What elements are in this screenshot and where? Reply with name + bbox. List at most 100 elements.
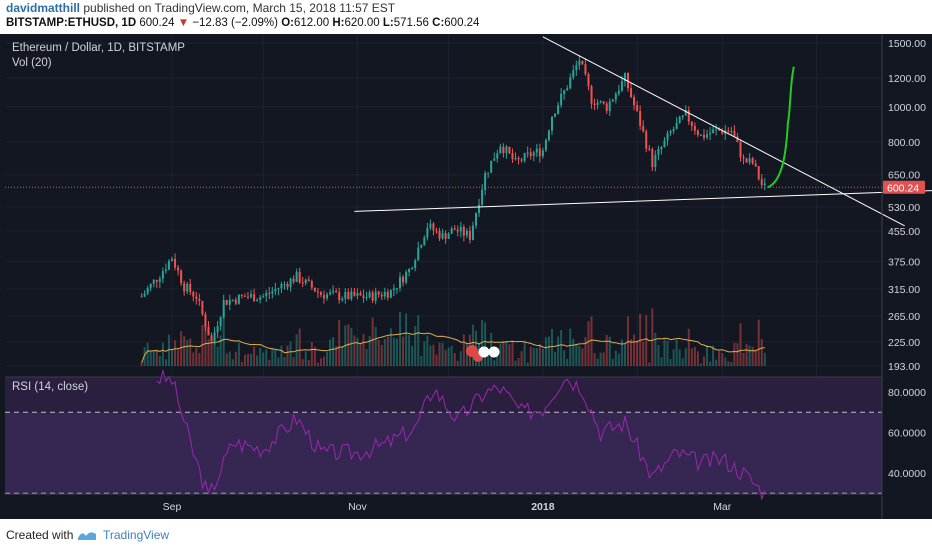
volume-bar (620, 339, 623, 366)
earnings-badge-icon[interactable] (488, 346, 500, 358)
candle-body (481, 189, 484, 205)
close-key: C: (432, 17, 445, 29)
volume-bar (405, 313, 408, 366)
volume-bar (301, 359, 304, 366)
candle-body (614, 93, 617, 100)
volume-bar (456, 360, 459, 366)
volume-bar (484, 322, 487, 366)
volume-bar (727, 361, 730, 366)
candle-body (259, 297, 262, 301)
tradingview-logo-icon[interactable] (76, 528, 98, 545)
candle-body (590, 86, 593, 104)
volume-bar (596, 358, 599, 366)
resistance-trendline[interactable] (542, 36, 905, 227)
candle-body (247, 296, 249, 298)
volume-bar (551, 328, 553, 366)
y-tick-label: 530.00 (888, 202, 920, 214)
candle-body (547, 130, 550, 140)
candle-body (161, 271, 164, 279)
candle-body (222, 300, 225, 318)
candle-body (757, 166, 760, 180)
candle-body (262, 296, 265, 298)
volume-bar (453, 352, 456, 366)
earnings-badge-icon[interactable] (478, 346, 490, 358)
volume-bar (462, 334, 465, 366)
candle-body (566, 88, 569, 91)
event-flags[interactable] (466, 345, 500, 362)
volume-bar (368, 336, 371, 366)
volume-bar (669, 359, 672, 366)
candle-body (623, 73, 626, 82)
candle-body (177, 267, 180, 271)
candle-body (319, 292, 322, 295)
volume-bar (578, 345, 581, 366)
candle-body (174, 258, 177, 268)
candle-body (405, 272, 408, 283)
volume-bar (514, 360, 517, 366)
candle-body (627, 73, 629, 89)
candle-body (678, 116, 681, 123)
change-arrow-icon: ▼ (177, 17, 190, 29)
volume-bar (310, 341, 313, 366)
candle-body (310, 281, 313, 288)
candle-body (633, 97, 636, 106)
volume-bar (243, 354, 246, 366)
volume-bar (323, 356, 325, 366)
open-key: O: (281, 17, 294, 29)
candle-body (733, 130, 736, 137)
volume-bar (447, 347, 450, 366)
candle-body (186, 283, 189, 292)
volume-bar (699, 363, 702, 366)
volume-bar (696, 351, 699, 366)
volume-bar (590, 316, 593, 366)
low-key: L: (382, 17, 394, 29)
candle-body (696, 130, 699, 135)
publish-text: published on TradingView.com, March 15, … (83, 1, 396, 15)
volume-bar (392, 337, 395, 366)
last-price-badge (883, 180, 925, 194)
volume-bar (411, 345, 414, 366)
candle-body (301, 282, 304, 284)
candle-body (475, 212, 477, 226)
rsi-axis[interactable]: 80.0000 60.0000 40.0000 (888, 387, 926, 480)
projection-curve[interactable] (767, 66, 795, 189)
volume-bar (715, 359, 718, 366)
candle-body (213, 332, 216, 341)
candle-body (617, 90, 620, 94)
volume-bar (253, 346, 256, 366)
volume-bar (186, 339, 189, 366)
created-with-text: Created with (6, 528, 74, 542)
volume-bar (730, 361, 733, 366)
y-tick-label: 455.00 (888, 226, 920, 238)
volume-bar (438, 342, 441, 366)
chart-svg[interactable]: Ethereum / Dollar, 1D, BITSTAMP Vol (20)… (0, 34, 932, 519)
candle-body (304, 279, 307, 284)
candle-body (666, 132, 669, 141)
volume-bar (347, 324, 350, 366)
rsi-tick-label: 40.0000 (888, 468, 926, 480)
time-axis[interactable]: Sep Nov 2018 Mar (163, 501, 732, 513)
candle-body (581, 60, 584, 65)
candle-body (654, 154, 657, 168)
volume-bar (313, 346, 316, 366)
tradingview-link[interactable]: TradingView (103, 528, 170, 542)
volume-bar (292, 357, 295, 366)
volume-bar (280, 345, 283, 366)
candle-body (620, 81, 623, 91)
candle-body (167, 261, 170, 270)
candle-body (639, 111, 642, 126)
author-link[interactable]: davidmatthill (6, 1, 81, 15)
volume-bar (645, 315, 648, 366)
candle-body (751, 158, 754, 164)
support-trendline[interactable] (354, 183, 932, 212)
volume-bar (240, 361, 243, 366)
chart-area[interactable]: Ethereum / Dollar, 1D, BITSTAMP Vol (20)… (0, 34, 932, 519)
volume-bar (295, 334, 298, 366)
candle-body (739, 142, 742, 158)
volume-bar (423, 341, 426, 366)
volume-bar (554, 351, 557, 366)
y-tick-label: 193.00 (888, 361, 920, 373)
candle-body (347, 291, 350, 300)
price-axis[interactable]: 1500.00 1200.00 1000.00 800.00 650.00 530.00 4… (888, 38, 926, 373)
volume-bar (687, 328, 690, 366)
